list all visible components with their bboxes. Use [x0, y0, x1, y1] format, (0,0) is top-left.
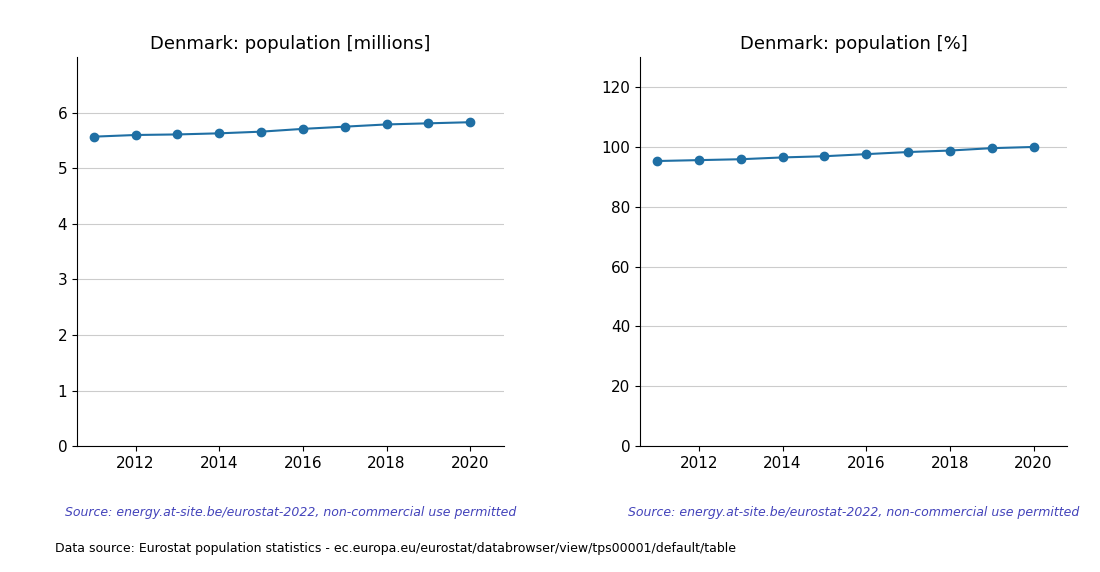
Text: Source: energy.at-site.be/eurostat-2022, non-commercial use permitted: Source: energy.at-site.be/eurostat-2022,… [628, 506, 1079, 519]
Text: Source: energy.at-site.be/eurostat-2022, non-commercial use permitted: Source: energy.at-site.be/eurostat-2022,… [65, 506, 516, 519]
Title: Denmark: population [millions]: Denmark: population [millions] [151, 35, 430, 53]
Title: Denmark: population [%]: Denmark: population [%] [740, 35, 968, 53]
Text: Data source: Eurostat population statistics - ec.europa.eu/eurostat/databrowser/: Data source: Eurostat population statist… [55, 542, 736, 555]
